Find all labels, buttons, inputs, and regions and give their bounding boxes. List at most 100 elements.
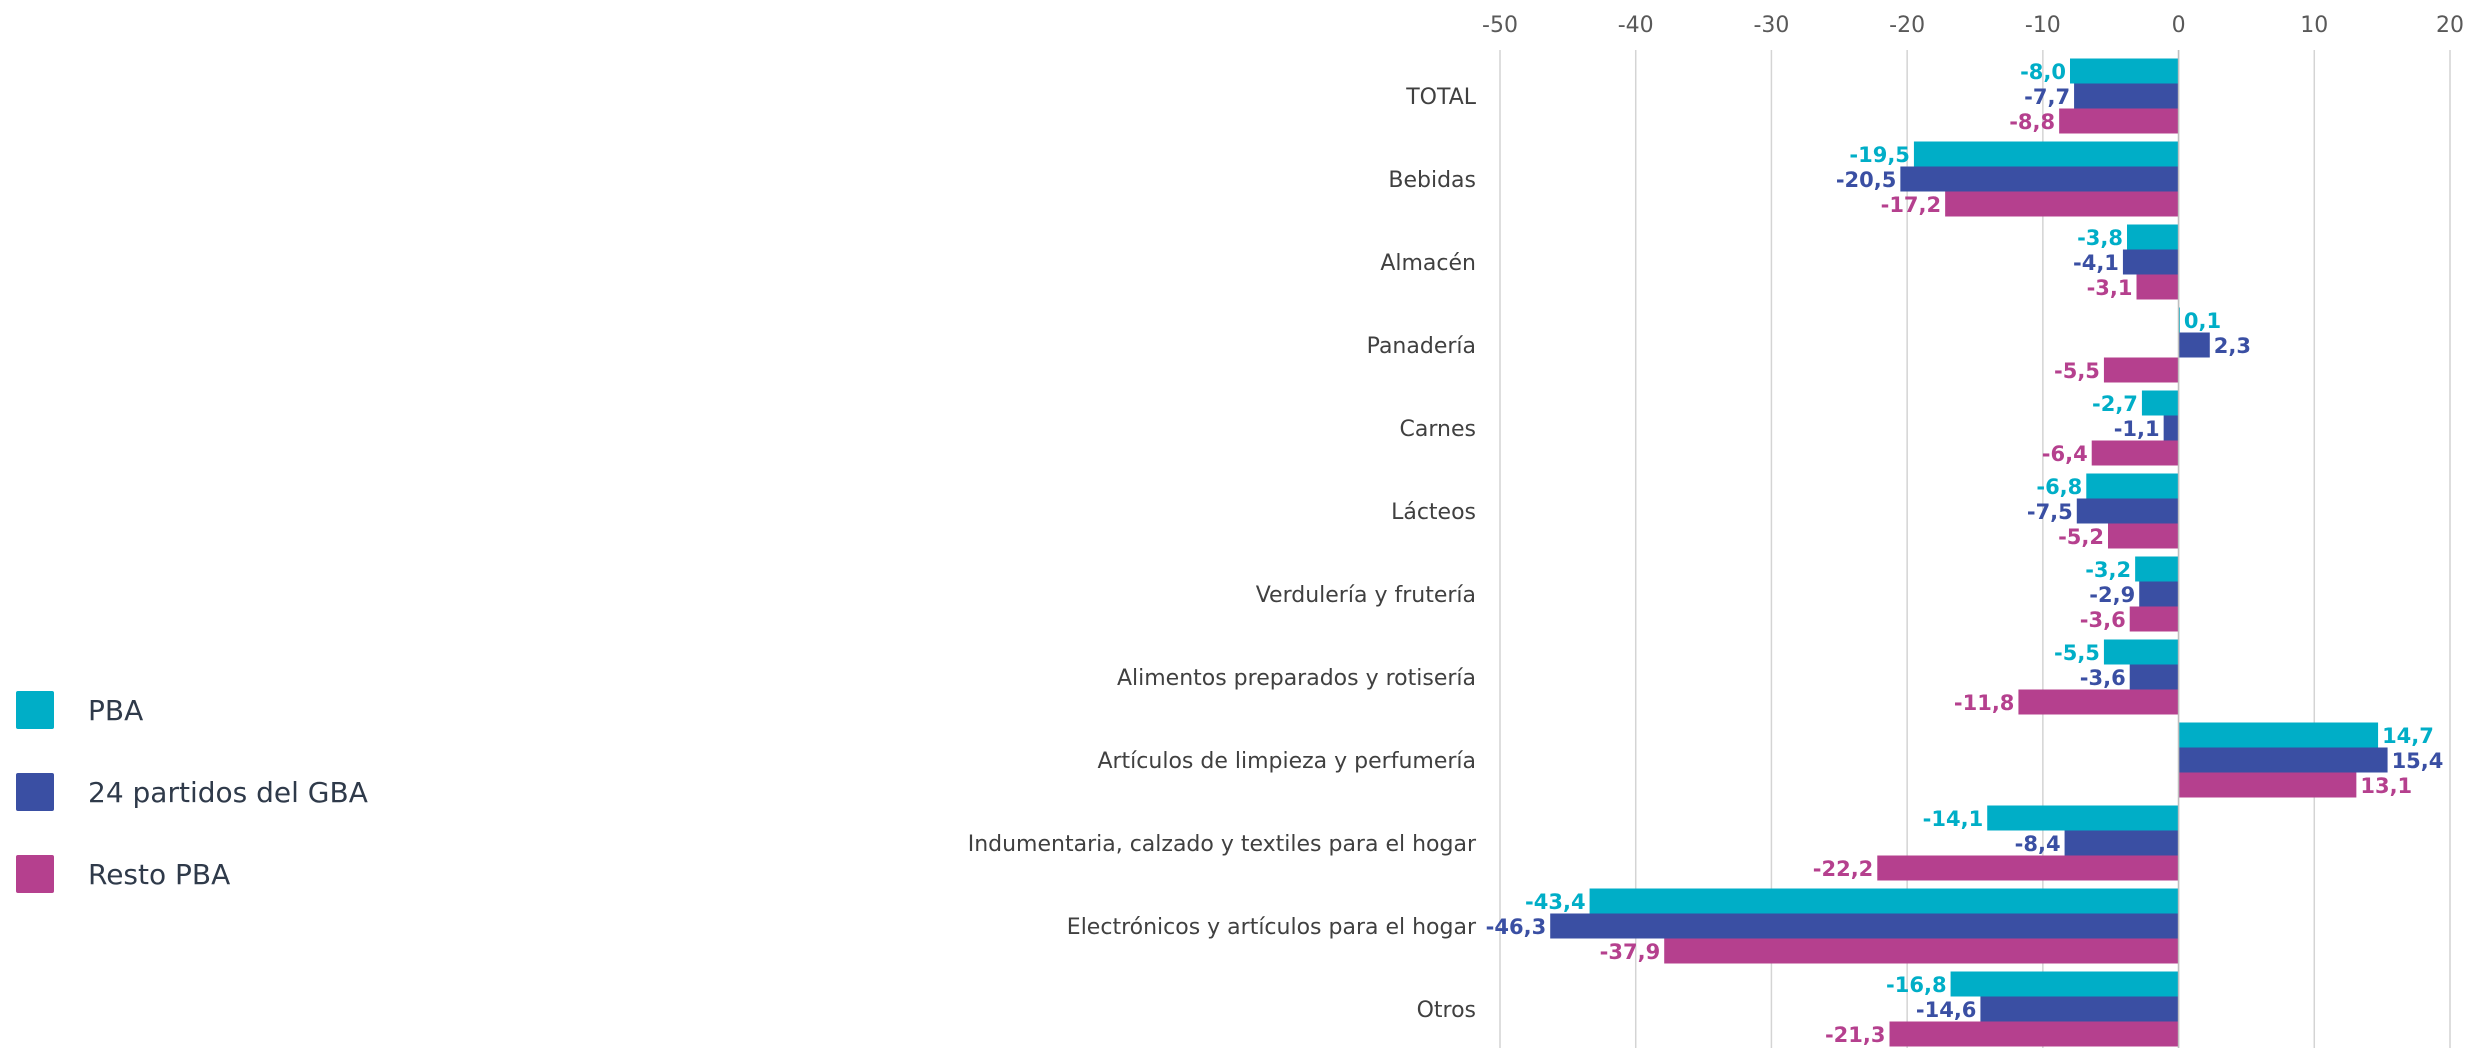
data-label-s0-c7: -5,5 — [2054, 641, 2100, 665]
data-label-s1-c4: -1,1 — [2114, 417, 2160, 441]
x-tick-label-2: -30 — [1753, 13, 1789, 38]
data-label-s2-c3: -5,5 — [2054, 359, 2100, 383]
data-label-s1-c9: -8,4 — [2015, 832, 2061, 856]
data-label-s0-c0: -8,0 — [2020, 60, 2066, 84]
legend-swatch-pba — [16, 691, 54, 729]
x-tick-label-7: 20 — [2436, 13, 2464, 38]
data-label-s2-c4: -6,4 — [2042, 442, 2088, 466]
bar-s2-c3 — [2103, 357, 2179, 383]
bar-s2-c5 — [2108, 523, 2179, 549]
data-label-s2-c0: -8,8 — [2009, 110, 2055, 134]
bar-s1-c10 — [1550, 913, 2179, 939]
x-tick-label-6: 10 — [2300, 13, 2328, 38]
bar-s1-c9 — [2064, 830, 2179, 856]
data-label-s1-c10: -46,3 — [1486, 915, 1547, 939]
legend-item-gba: 24 partidos del GBA — [16, 772, 368, 812]
legend-label-pba: PBA — [88, 693, 144, 727]
bar-s2-c8 — [2178, 772, 2357, 798]
category-label-7: Alimentos preparados y rotisería — [1117, 666, 1476, 691]
x-tick-label-0: -50 — [1482, 13, 1518, 38]
bar-s1-c2 — [2122, 249, 2179, 275]
bar-s0-c6 — [2135, 556, 2179, 582]
bar-s1-c11 — [1980, 996, 2179, 1022]
bar-s2-c10 — [1664, 938, 2179, 964]
bar-s0-c4 — [2141, 390, 2179, 416]
legend-label-resto-pba: Resto PBA — [88, 857, 231, 891]
data-label-s2-c8: 13,1 — [2360, 774, 2412, 798]
legend-label-gba: 24 partidos del GBA — [88, 775, 368, 809]
category-label-5: Lácteos — [1391, 500, 1476, 525]
bar-s0-c9 — [1987, 805, 2179, 831]
category-label-9: Indumentaria, calzado y textiles para el… — [968, 832, 1477, 857]
category-label-8: Artículos de limpieza y perfumería — [1097, 749, 1476, 774]
data-label-s0-c6: -3,2 — [2085, 558, 2131, 582]
x-tick-label-4: -10 — [2025, 13, 2061, 38]
bar-s2-c9 — [1877, 855, 2179, 881]
data-label-s1-c2: -4,1 — [2073, 251, 2119, 275]
bar-s0-c1 — [1913, 141, 2179, 167]
data-label-s2-c2: -3,1 — [2087, 276, 2133, 300]
category-label-4: Carnes — [1400, 417, 1476, 442]
data-label-s2-c1: -17,2 — [1881, 193, 1942, 217]
category-label-11: Otros — [1417, 998, 1476, 1023]
bar-s1-c6 — [2139, 581, 2179, 607]
category-label-6: Verdulería y frutería — [1256, 583, 1476, 608]
bar-s2-c11 — [1889, 1021, 2179, 1047]
legend-item-resto-pba: Resto PBA — [16, 854, 368, 894]
bar-s1-c0 — [2074, 83, 2179, 109]
category-label-3: Panadería — [1367, 334, 1476, 359]
data-label-s1-c1: -20,5 — [1836, 168, 1897, 192]
x-tick-label-1: -40 — [1618, 13, 1654, 38]
legend: PBA 24 partidos del GBA Resto PBA — [16, 690, 368, 936]
bar-s2-c7 — [2018, 689, 2179, 715]
data-label-s0-c3: 0,1 — [2184, 309, 2221, 333]
bar-s1-c8 — [2178, 747, 2388, 773]
legend-item-pba: PBA — [16, 690, 368, 730]
data-label-s1-c0: -7,7 — [2024, 85, 2070, 109]
data-label-s2-c5: -5,2 — [2058, 525, 2104, 549]
x-tick-label-3: -20 — [1889, 13, 1925, 38]
bar-s0-c11 — [1950, 971, 2179, 997]
bar-s0-c8 — [2178, 722, 2379, 748]
data-label-s1-c7: -3,6 — [2080, 666, 2126, 690]
data-label-s1-c8: 15,4 — [2392, 749, 2444, 773]
bar-s1-c4 — [2163, 415, 2179, 441]
bar-s0-c7 — [2103, 639, 2179, 665]
bar-s2-c0 — [2059, 108, 2179, 134]
category-label-1: Bebidas — [1388, 168, 1476, 193]
bar-s1-c7 — [2129, 664, 2179, 690]
category-label-2: Almacén — [1380, 251, 1476, 276]
legend-swatch-gba — [16, 773, 54, 811]
bar-s2-c4 — [2091, 440, 2179, 466]
data-label-s2-c11: -21,3 — [1825, 1023, 1886, 1047]
bar-s0-c10 — [1589, 888, 2179, 914]
bar-s1-c5 — [2076, 498, 2179, 524]
bar-s2-c1 — [1945, 191, 2179, 217]
bar-s1-c3 — [2178, 332, 2210, 358]
data-label-s1-c3: 2,3 — [2214, 334, 2251, 358]
bar-s1-c1 — [1900, 166, 2179, 192]
bar-s0-c0 — [2070, 58, 2179, 84]
data-label-s0-c9: -14,1 — [1923, 807, 1984, 831]
data-label-s0-c10: -43,4 — [1525, 890, 1586, 914]
data-label-s0-c4: -2,7 — [2092, 392, 2138, 416]
data-label-s1-c6: -2,9 — [2089, 583, 2135, 607]
data-label-s0-c2: -3,8 — [2077, 226, 2123, 250]
data-label-s2-c10: -37,9 — [1600, 940, 1661, 964]
data-label-s2-c9: -22,2 — [1813, 857, 1874, 881]
data-label-s2-c7: -11,8 — [1954, 691, 2015, 715]
category-label-0: TOTAL — [1405, 85, 1477, 110]
legend-swatch-resto-pba — [16, 855, 54, 893]
data-label-s1-c5: -7,5 — [2027, 500, 2073, 524]
data-label-s2-c6: -3,6 — [2080, 608, 2126, 632]
data-label-s0-c1: -19,5 — [1849, 143, 1910, 167]
data-label-s0-c11: -16,8 — [1886, 973, 1947, 997]
bar-s0-c5 — [2086, 473, 2179, 499]
bar-s2-c2 — [2136, 274, 2179, 300]
data-label-s0-c5: -6,8 — [2036, 475, 2082, 499]
bar-s2-c6 — [2129, 606, 2179, 632]
bar-s0-c2 — [2127, 224, 2179, 250]
category-label-10: Electrónicos y artículos para el hogar — [1067, 915, 1477, 940]
data-label-s1-c11: -14,6 — [1916, 998, 1977, 1022]
